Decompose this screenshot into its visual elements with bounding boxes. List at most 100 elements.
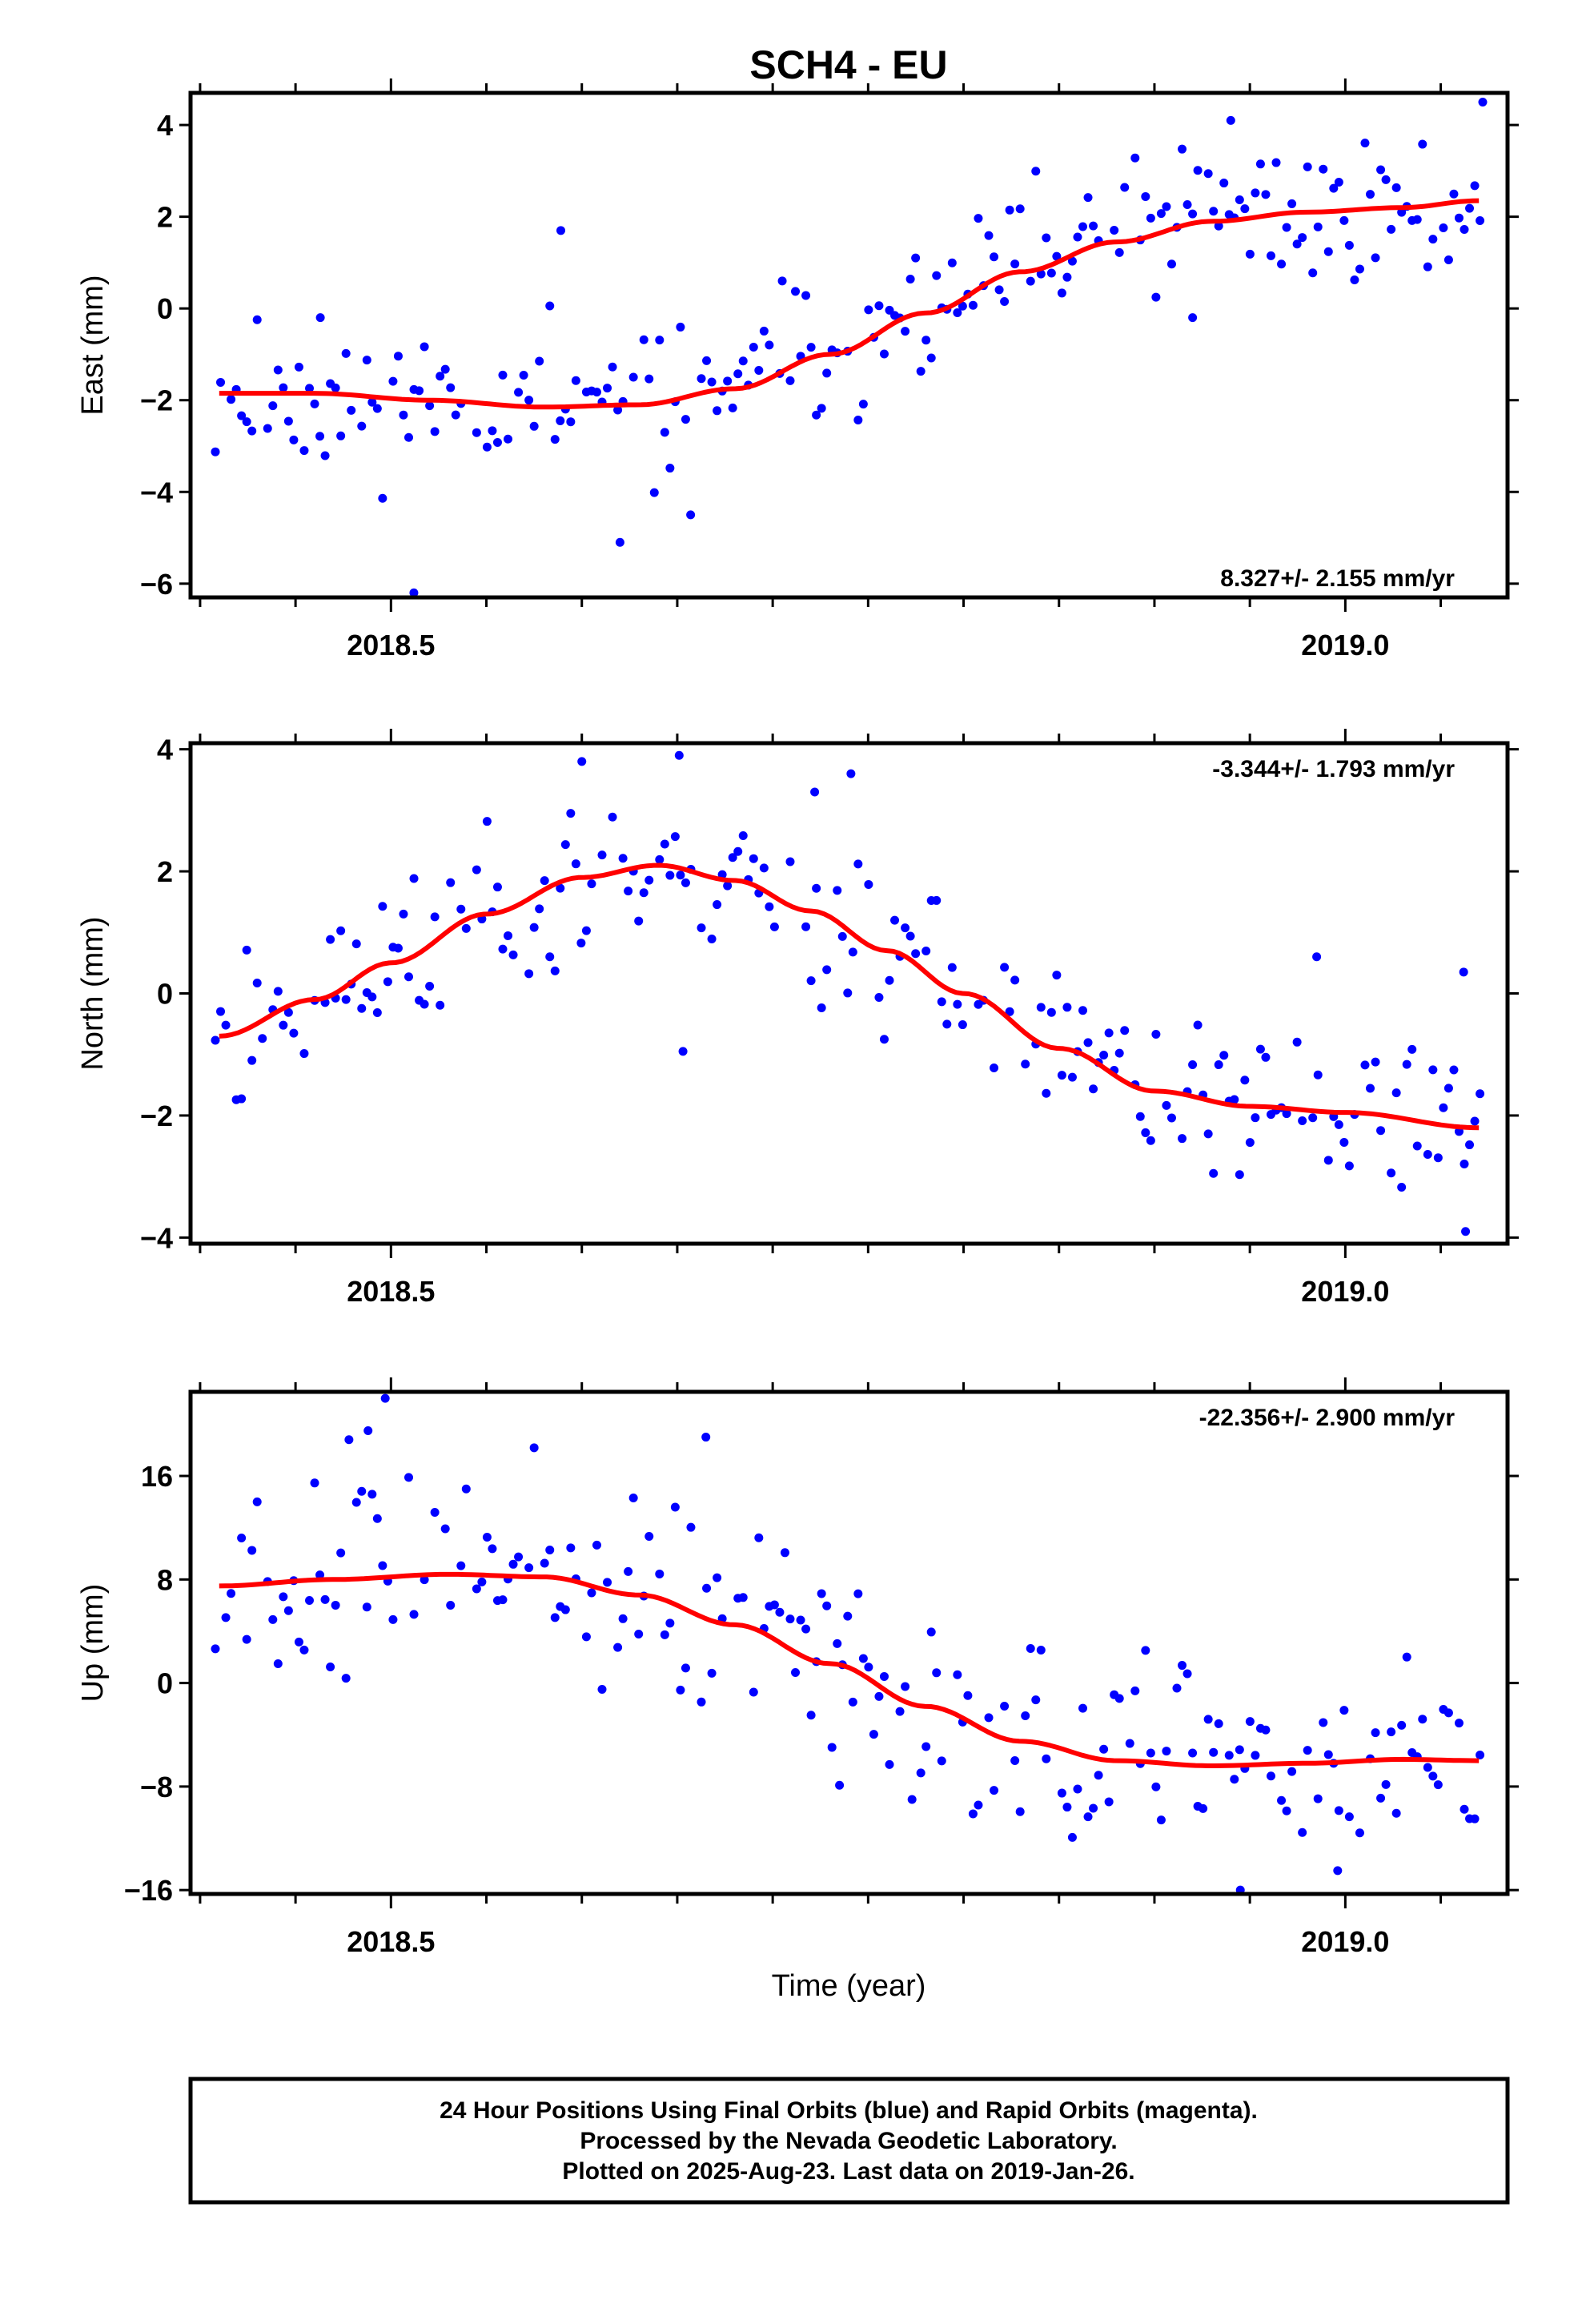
north-point [921,947,931,956]
north-point [1312,952,1322,962]
north-point [498,944,508,954]
east-point [676,322,685,332]
east-point [299,446,309,456]
north-point [216,1007,226,1016]
north-data [211,750,1485,1236]
east-ytick-label: 0 [157,292,173,325]
up-point [780,1548,789,1558]
north-point [713,900,722,910]
north-point [676,870,685,880]
east-point [289,435,299,444]
east-ytick-label: 4 [157,109,173,142]
north-point [367,992,377,1002]
north-point [618,854,628,863]
north-point [436,1000,445,1010]
up-ytick-label: 0 [157,1667,173,1700]
north-point [461,923,471,933]
east-point [1010,259,1020,269]
east-ytick-label: −6 [140,568,173,601]
north-point [372,1008,382,1018]
north-point [990,1063,999,1072]
east-point [372,404,382,413]
north-xtick-label: 2019.0 [1301,1275,1389,1308]
north-point [665,870,675,880]
east-point [1130,153,1140,163]
up-point [1460,1804,1469,1814]
east-point [702,356,712,365]
north-point [932,895,942,905]
east-point [1089,221,1098,231]
up-point [1146,1748,1155,1758]
east-point [1329,183,1339,193]
east-point [247,426,257,436]
north-point [1459,967,1468,977]
north-point [1292,1037,1302,1047]
up-fit-curve [219,1571,1480,1768]
up-point [336,1548,346,1558]
east-point [1078,222,1088,231]
north-point [393,943,403,953]
up-point [1371,1728,1380,1738]
up-point [1313,1794,1323,1803]
east-point [492,437,502,447]
north-ytick-label: −2 [140,1100,173,1132]
north-point [556,883,565,893]
east-ytick-label: 2 [157,201,173,234]
up-point [320,1594,330,1604]
up-point [326,1663,335,1672]
north-point [1397,1183,1407,1192]
north-point [351,939,361,949]
east-point [268,401,278,411]
north-point [905,931,915,941]
east-point [1355,264,1364,274]
north-point [1360,1060,1370,1070]
north-point [1235,1170,1244,1180]
east-point [984,231,994,240]
east-panel: −6 −4 −2 0 2 4 2018.5 2019.0 East (mm) 8.327+/- 2… [76,78,1519,661]
up-point [1282,1806,1291,1815]
up-point [1015,1807,1025,1816]
up-point [477,1577,487,1586]
east-point [1193,166,1203,175]
north-point [1308,1113,1318,1123]
east-point [801,291,811,300]
up-ytick-label: 16 [141,1460,173,1493]
up-point [456,1561,466,1570]
up-point [901,1682,910,1691]
north-point [670,832,680,842]
north-point [1193,1020,1203,1030]
north-point [885,975,894,985]
up-point [252,1497,262,1506]
up-point [237,1533,247,1542]
east-point [1376,165,1386,175]
north-point [383,977,392,987]
up-point [963,1691,973,1700]
up-point [1000,1701,1010,1711]
east-point [968,300,978,310]
up-point [634,1630,644,1639]
north-point [1052,971,1062,980]
east-point [440,364,450,374]
up-point [227,1589,236,1598]
up-point [1235,1745,1244,1755]
up-point [1141,1646,1150,1655]
east-point [812,410,821,420]
north-point [1146,1136,1155,1145]
east-point [1110,226,1119,235]
up-point [869,1730,878,1739]
up-point [378,1561,387,1570]
up-point [446,1601,456,1610]
up-point [211,1644,220,1654]
east-point [864,305,873,315]
north-y-axis-label: North (mm) [76,916,110,1070]
up-point [242,1634,251,1644]
up-ytick-label: 8 [157,1563,173,1596]
north-point [577,757,587,766]
up-point [655,1569,665,1578]
east-point [947,258,957,267]
north-point [785,857,795,866]
east-point [415,386,424,396]
up-point [1057,1788,1066,1798]
east-point [1423,262,1432,271]
north-point [1282,1109,1291,1119]
